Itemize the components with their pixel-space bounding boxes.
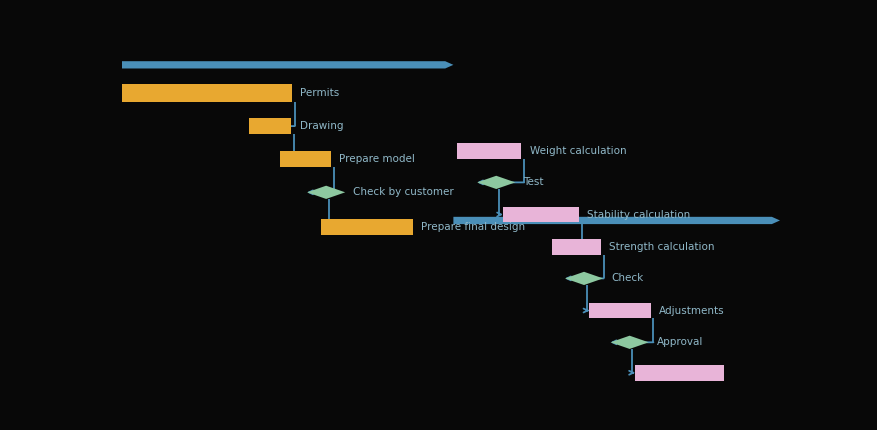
Text: Test: Test [523, 178, 544, 187]
Polygon shape [610, 336, 648, 349]
Text: Adjustments: Adjustments [658, 306, 724, 316]
Bar [456, 143, 521, 159]
Text: Check: Check [610, 273, 643, 283]
Bar [280, 151, 331, 167]
Polygon shape [477, 176, 515, 189]
Bar [634, 365, 723, 381]
Polygon shape [122, 61, 453, 68]
Polygon shape [453, 217, 779, 224]
Bar [249, 118, 291, 134]
Bar [122, 84, 292, 102]
Bar [503, 206, 579, 222]
Text: Approval: Approval [656, 337, 702, 347]
Text: Weight calculation: Weight calculation [529, 146, 625, 156]
Bar [588, 303, 650, 319]
Text: Prepare model: Prepare model [339, 154, 415, 164]
Text: Prepare final design: Prepare final design [420, 222, 524, 232]
Bar [320, 219, 412, 235]
Bar [552, 239, 601, 255]
Text: Check by customer: Check by customer [353, 187, 453, 197]
Polygon shape [307, 186, 345, 199]
Text: Permits: Permits [300, 88, 339, 98]
Text: Stability calculation: Stability calculation [587, 209, 690, 219]
Text: Strength calculation: Strength calculation [609, 242, 714, 252]
Polygon shape [564, 272, 602, 285]
Text: Drawing: Drawing [299, 121, 343, 131]
